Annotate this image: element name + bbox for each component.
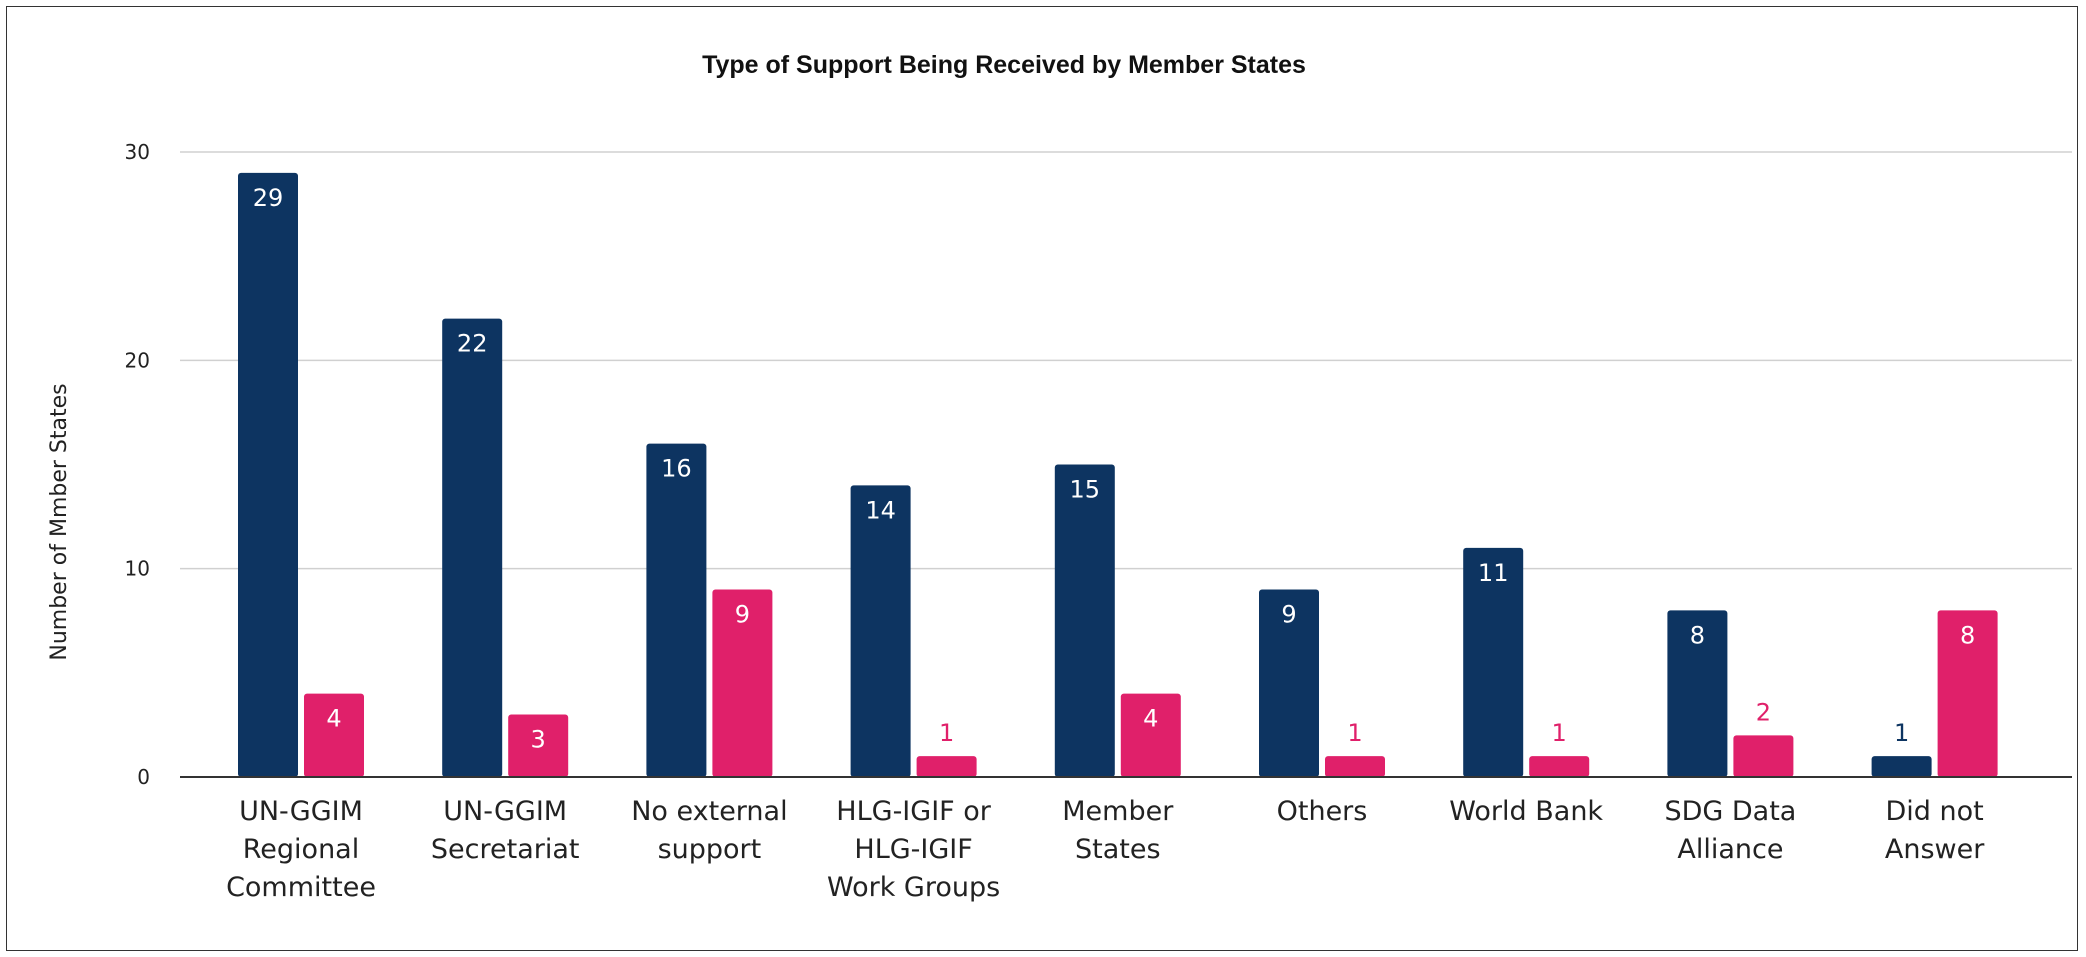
data-label: 29	[253, 184, 284, 212]
x-tick-label: support	[658, 834, 762, 865]
data-label: 15	[1070, 476, 1101, 504]
bar-series-1	[1871, 756, 1932, 777]
chart-title: Type of Support Being Received by Member…	[702, 51, 1306, 79]
bar-series-2	[1529, 756, 1590, 777]
x-tick-label: Member	[1062, 796, 1174, 827]
bar-series-1	[442, 318, 503, 777]
x-tick-label: States	[1075, 834, 1161, 865]
y-tick-label: 30	[125, 140, 150, 164]
data-label: 2	[1756, 698, 1771, 726]
y-tick-label: 0	[137, 765, 150, 789]
x-tick-label: World Bank	[1449, 796, 1603, 827]
data-label: 9	[1281, 601, 1296, 629]
bar-series-1	[1463, 547, 1524, 777]
bar-series-1	[646, 443, 707, 777]
bar-series-1	[1054, 464, 1115, 777]
x-tick-label: Secretariat	[431, 834, 580, 865]
bar-series-2	[304, 693, 364, 777]
bar-series-1	[1667, 610, 1728, 777]
x-tick-label: HLG-IGIF or	[836, 796, 991, 827]
x-tick-label: UN-GGIM	[443, 796, 567, 827]
data-label: 14	[865, 496, 896, 524]
bar-series-2	[1937, 610, 1998, 777]
data-label: 4	[326, 705, 341, 733]
data-label: 8	[1960, 621, 1975, 649]
x-tick-label: Others	[1277, 796, 1368, 827]
x-tick-label: Committee	[226, 872, 376, 903]
x-tick-label: Alliance	[1677, 834, 1783, 865]
x-axis-ticks: UN-GGIM Regional Committee UN-GGIM Secretari…	[226, 796, 1985, 903]
data-label: 11	[1478, 559, 1509, 587]
bar-series-1	[238, 172, 298, 778]
x-tick-label: Work Groups	[827, 872, 1000, 903]
data-label: 22	[457, 330, 488, 358]
data-label: 9	[735, 601, 750, 629]
bar-series-2	[1120, 693, 1181, 777]
data-label: 1	[1894, 719, 1909, 747]
x-tick-label: Did not	[1885, 796, 1983, 827]
y-axis-ticks: 0 10 20 30	[125, 140, 150, 789]
data-label: 1	[939, 719, 954, 747]
x-tick-label: UN-GGIM	[239, 796, 363, 827]
y-tick-label: 20	[125, 348, 150, 372]
data-label: 3	[531, 726, 546, 754]
chart-frame	[6, 6, 2078, 951]
data-label: 8	[1690, 621, 1705, 649]
x-tick-label: HLG-IGIF	[854, 834, 972, 865]
x-tick-label: Answer	[1885, 834, 1985, 865]
data-label: 1	[1552, 719, 1567, 747]
data-label: 1	[1347, 719, 1362, 747]
x-tick-label: Regional	[243, 834, 359, 865]
bar-series-2	[712, 589, 773, 777]
bar-series-1	[1259, 589, 1319, 777]
bar-series-2	[916, 756, 977, 777]
bar-series-2	[508, 714, 569, 777]
data-label: 16	[661, 455, 692, 483]
y-tick-label: 10	[125, 557, 150, 581]
bar-series-2	[1325, 756, 1385, 777]
data-label: 4	[1143, 705, 1158, 733]
bar-series-1	[850, 485, 911, 777]
y-axis-label: Number of Mmber States	[47, 383, 72, 660]
bar-series-2	[1733, 735, 1794, 777]
x-tick-label: SDG Data	[1664, 796, 1796, 827]
x-tick-label: No external	[631, 796, 787, 827]
